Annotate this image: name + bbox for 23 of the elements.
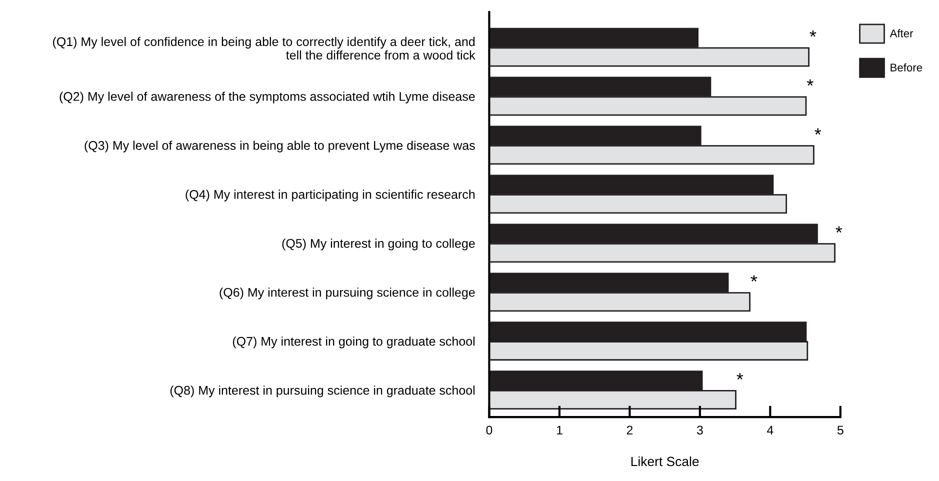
y-tick-label: (Q8) My interest in pursuing science in graduate school	[170, 386, 475, 398]
y-tick-label: (Q5) My interest in going to college	[282, 238, 475, 250]
annotation: *	[750, 275, 758, 282]
annotation: *	[810, 30, 816, 37]
x-tick-label: 4	[766, 426, 774, 434]
legend-label: Before	[890, 63, 922, 72]
x-axis-title: Likert Scale	[631, 456, 699, 466]
annotation: *	[736, 373, 744, 380]
y-tick-label: (Q7) My interest in going to graduate school	[232, 336, 475, 348]
y-tick-label: (Q2) My level of awareness of the symptoms associated wtih Lyme disease	[60, 92, 475, 104]
y-tick-label: (Q3) My level of awareness in being able to prevent Lyme disease was	[84, 140, 475, 152]
x-tick-label: 2	[626, 426, 633, 434]
y-tick-label: (Q4) My interest in participating in scientific research	[186, 190, 475, 202]
x-tick-label: 1	[556, 426, 562, 434]
x-tick-label: 0	[486, 426, 492, 435]
annotation: *	[836, 226, 842, 233]
x-tick-label: 3	[696, 426, 703, 435]
y-tick-label: (Q1) My level of confidence in being able to correctly identify a deer tick, and tell the difference from a wood tick	[53, 36, 476, 60]
legend-label: After	[890, 29, 914, 38]
annotation: *	[814, 128, 822, 135]
y-tick-label: (Q6) My interest in pursuing science in college	[220, 288, 475, 300]
annotation: *	[806, 79, 814, 86]
x-tick-label: 5	[837, 426, 844, 435]
